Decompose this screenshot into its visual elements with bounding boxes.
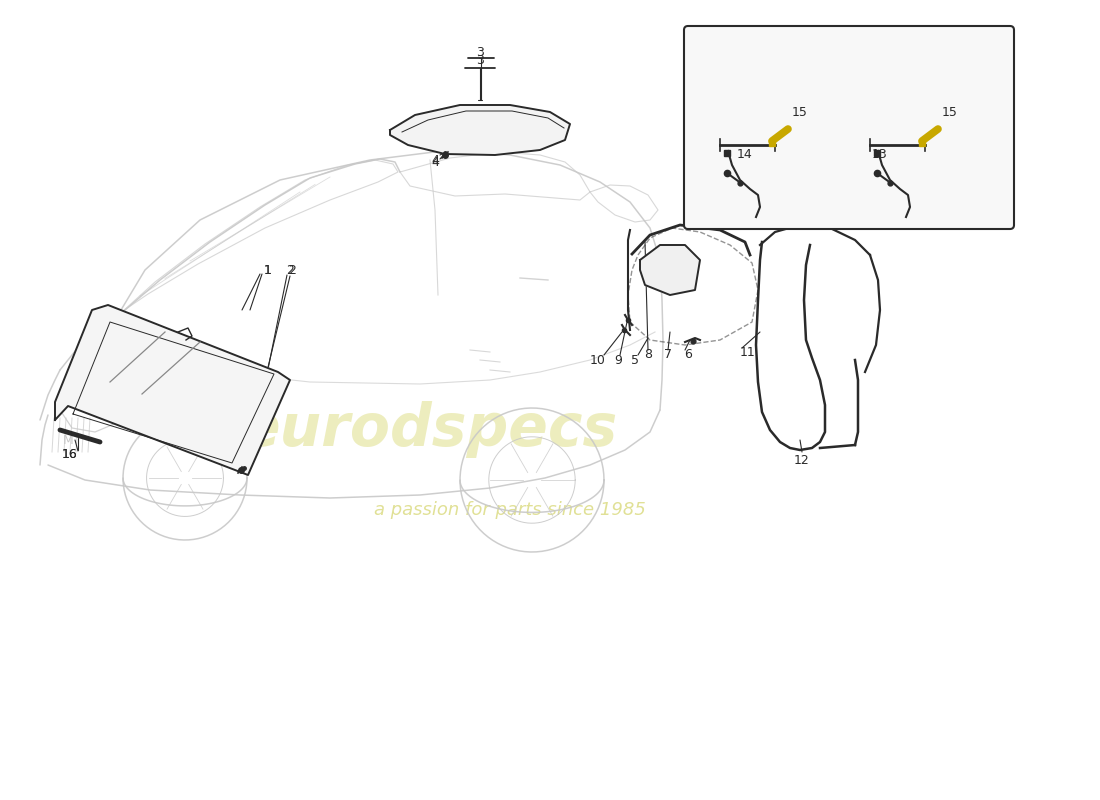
- Text: 2: 2: [286, 263, 294, 277]
- Text: 3: 3: [476, 46, 484, 58]
- Polygon shape: [640, 245, 700, 295]
- Text: M: M: [63, 434, 74, 446]
- Text: 6: 6: [684, 349, 692, 362]
- Text: eurod: eurod: [728, 78, 1012, 162]
- Polygon shape: [55, 305, 290, 475]
- Text: a passion for parts since 1985: a passion for parts since 1985: [374, 501, 646, 519]
- Text: 2: 2: [288, 263, 296, 277]
- Text: 11: 11: [740, 346, 756, 358]
- Text: 3: 3: [476, 54, 484, 66]
- Text: 9: 9: [614, 354, 622, 366]
- Text: specs: specs: [734, 138, 1006, 222]
- Text: 1: 1: [264, 263, 272, 277]
- Text: 14: 14: [737, 149, 752, 162]
- Text: 12: 12: [794, 454, 810, 466]
- Text: 15: 15: [792, 106, 807, 118]
- Text: 5: 5: [631, 354, 639, 366]
- Text: 4: 4: [431, 155, 439, 169]
- Polygon shape: [390, 105, 570, 155]
- Text: 16: 16: [62, 449, 78, 462]
- Text: 10: 10: [590, 354, 606, 366]
- Text: 4: 4: [431, 154, 439, 166]
- Text: 13: 13: [872, 149, 888, 162]
- Text: 16: 16: [62, 449, 78, 462]
- Text: 8: 8: [644, 349, 652, 362]
- Text: 1: 1: [264, 263, 272, 277]
- Text: 15: 15: [942, 106, 958, 118]
- FancyBboxPatch shape: [684, 26, 1014, 229]
- Text: 7: 7: [664, 349, 672, 362]
- Text: eurodspecs: eurodspecs: [241, 402, 618, 458]
